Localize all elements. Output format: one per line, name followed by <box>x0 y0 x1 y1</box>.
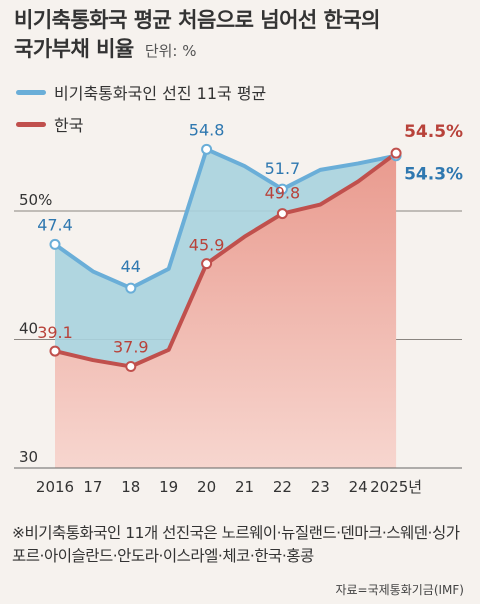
x-tick-label-1: 17 <box>83 478 102 496</box>
source-credit: 자료=국제통화기금(IMF) <box>335 583 464 597</box>
korea-point-2025년 <box>390 147 402 159</box>
y-tick-label-40: 40 <box>19 320 38 338</box>
legend-item-average: 비기축통화국인 선진 11국 평균 <box>16 80 266 104</box>
average-gap-area <box>55 149 397 367</box>
chart-title: 비기축통화국 평균 처음으로 넘어선 한국의 <box>14 8 381 32</box>
average-point-2016 <box>49 238 61 250</box>
korea-label-2025년: 54.5% <box>404 122 463 142</box>
x-tick-label-4: 20 <box>197 478 216 496</box>
x-tick-label-9: 2025년 <box>370 478 422 496</box>
legend-swatch-korea <box>16 121 46 127</box>
legend-label-average: 비기축통화국인 선진 11국 평균 <box>54 84 267 103</box>
y-tick-label-30: 30 <box>19 448 38 466</box>
average-point-18 <box>125 282 137 294</box>
korea-label-2016: 39.1 <box>37 323 73 342</box>
chart-title-line2: 국가부채 비율 <box>14 37 134 61</box>
line-chart: 47.4 44 54.8 51.7 54.3% 39.1 37.9 45.9 49.8 54.5%… <box>14 120 463 496</box>
x-tick-label-3: 19 <box>159 478 178 496</box>
x-tick-label-0: 2016 <box>36 478 74 496</box>
average-line <box>53 147 397 291</box>
korea-area <box>55 153 397 469</box>
y-tick-label-50: 50% <box>19 191 52 209</box>
korea-point-20 <box>201 258 213 270</box>
x-tick-label-2: 18 <box>121 478 140 496</box>
korea-line <box>54 151 398 369</box>
korea-label-18: 37.9 <box>113 337 149 356</box>
korea-point-2016 <box>49 345 61 357</box>
legend-label-korea: 한국 <box>54 116 84 135</box>
x-tick-label-6: 22 <box>273 478 292 496</box>
korea-label-22: 49.8 <box>265 184 301 203</box>
average-point-22 <box>276 183 288 195</box>
legend-swatch-average <box>16 89 46 95</box>
x-tick-label-5: 21 <box>235 478 254 496</box>
average-label-22: 51.7 <box>265 159 301 178</box>
average-point-20 <box>201 143 213 155</box>
x-tick-label-8: 24 <box>349 478 368 496</box>
footnote: ※비기축통화국인 11개 선진국은 노르웨이·뉴질랜드·덴마크·스웨덴·싱가포르… <box>12 524 460 565</box>
average-label-2016: 47.4 <box>37 215 73 234</box>
average-label-20: 54.8 <box>189 120 225 139</box>
legend-item-korea: 한국 <box>16 112 83 136</box>
x-tick-label-7: 23 <box>311 478 330 496</box>
korea-point-18 <box>125 360 137 372</box>
unit-label: 단위: % <box>144 42 197 60</box>
korea-point-22 <box>276 208 288 220</box>
chart-title-row2: 국가부채 비율 단위: % <box>14 35 197 65</box>
korea-label-20: 45.9 <box>189 236 225 255</box>
average-label-18: 44 <box>121 257 141 276</box>
average-label-2025년: 54.3% <box>404 165 463 185</box>
